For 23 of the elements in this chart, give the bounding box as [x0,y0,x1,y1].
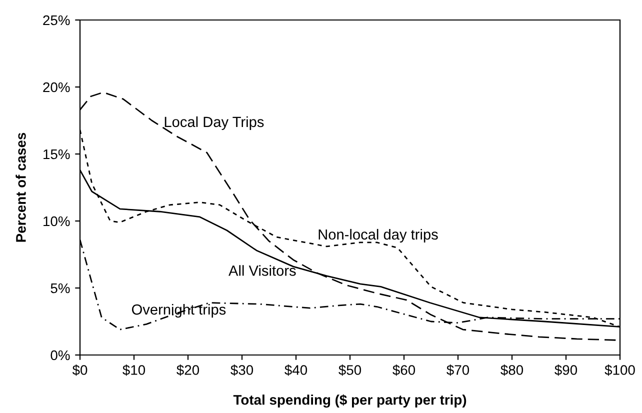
x-tick-label: $60 [392,364,416,376]
x-tick-label: $50 [338,364,362,376]
x-tick-label: $70 [446,364,470,376]
x-axis-title: Total spending ($ per party per trip) [233,394,466,408]
series-label: Overnight trips [132,304,226,318]
x-tick-label: $40 [284,364,308,376]
series-label: All Visitors [228,265,296,276]
y-tick-label: 15% [44,149,70,160]
x-tick-label: $10 [122,364,146,376]
y-tick-label: 5% [50,283,70,294]
y-tick-label: 10% [44,216,70,226]
y-tick-label: 20% [43,82,70,92]
y-tick-label: 25% [43,15,70,26]
y-tick-label: 0% [50,350,70,360]
series-label: Local Day Trips [164,116,264,130]
x-tick-label: $100 [604,364,635,376]
x-tick-label: $80 [500,364,524,376]
x-tick-label: $90 [554,364,578,376]
x-tick-label: $0 [72,364,88,376]
series-label: Non-local day trips [318,228,438,243]
y-axis-title: Percent of cases [16,132,26,242]
x-tick-label: $20 [176,364,200,376]
x-tick-label: $30 [230,364,254,376]
